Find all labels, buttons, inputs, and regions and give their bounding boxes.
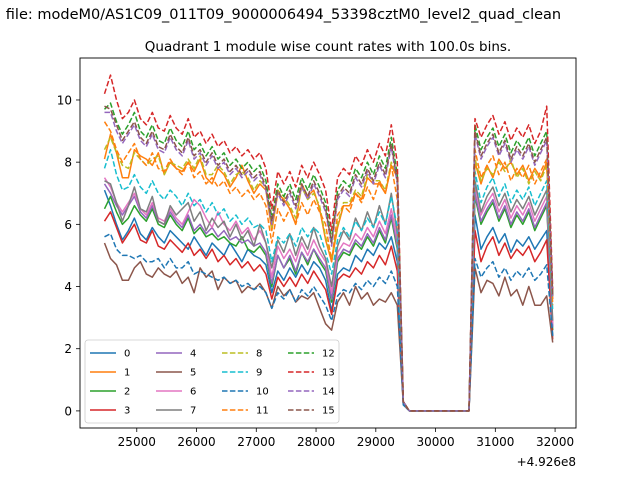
y-tick-label: 2	[64, 342, 72, 356]
legend-label-11: 11	[256, 406, 269, 417]
x-tick-label: 32000	[536, 435, 574, 449]
x-tick-label: 28000	[297, 435, 335, 449]
legend-label-5: 5	[190, 368, 196, 379]
x-tick-label: 25000	[118, 435, 156, 449]
legend-label-9: 9	[256, 368, 262, 379]
figure-suptitle: n file: modeM0/AS1C09_011T09_9000006494_…	[0, 7, 561, 23]
y-tick-label: 6	[64, 218, 72, 232]
legend-box	[84, 339, 340, 424]
y-tick-label: 0	[64, 404, 72, 418]
legend-label-7: 7	[190, 406, 196, 417]
series-line-13	[103, 74, 554, 412]
series-line-7	[104, 180, 554, 412]
legend-label-12: 12	[322, 349, 335, 360]
legend-label-0: 0	[124, 349, 130, 360]
chart-title: Quadrant 1 module wise count rates with …	[145, 39, 511, 55]
legend-label-10: 10	[256, 387, 269, 398]
series-layer	[103, 74, 554, 412]
series-line-11	[103, 121, 554, 412]
series-line-4	[103, 183, 554, 412]
legend-label-2: 2	[124, 387, 130, 398]
x-tick-label: 30000	[416, 435, 454, 449]
series-line-15	[104, 105, 554, 412]
series-line-0	[103, 189, 554, 412]
x-tick-label: 26000	[177, 435, 215, 449]
y-tick-label: 8	[64, 156, 72, 170]
legend-label-15: 15	[322, 406, 335, 417]
x-tick-label: 31000	[476, 435, 514, 449]
legend-label-1: 1	[124, 368, 130, 379]
legend-label-3: 3	[124, 406, 130, 417]
x-offset-label: +4.926e8	[517, 455, 576, 469]
legend-label-4: 4	[190, 349, 196, 360]
x-tick-label: 29000	[357, 435, 395, 449]
series-line-1	[103, 133, 554, 412]
x-axis: 25000 26000 27000 28000 29000 30000 31000 32000	[118, 428, 574, 449]
legend-label-14: 14	[322, 387, 335, 398]
legend-label-8: 8	[256, 349, 262, 360]
series-line-10	[104, 232, 554, 412]
y-axis: 0 2 4 6 8 10	[57, 93, 80, 418]
series-line-9	[103, 148, 554, 412]
series-line-3	[103, 211, 554, 412]
series-line-5	[103, 242, 554, 412]
series-line-12	[103, 102, 554, 412]
y-tick-label: 10	[57, 93, 72, 107]
legend-label-6: 6	[190, 387, 196, 398]
series-line-6	[103, 177, 554, 412]
x-tick-label: 27000	[237, 435, 275, 449]
legend-label-13: 13	[322, 368, 335, 379]
plot-frame	[79, 57, 577, 429]
y-tick-label: 4	[64, 280, 72, 294]
